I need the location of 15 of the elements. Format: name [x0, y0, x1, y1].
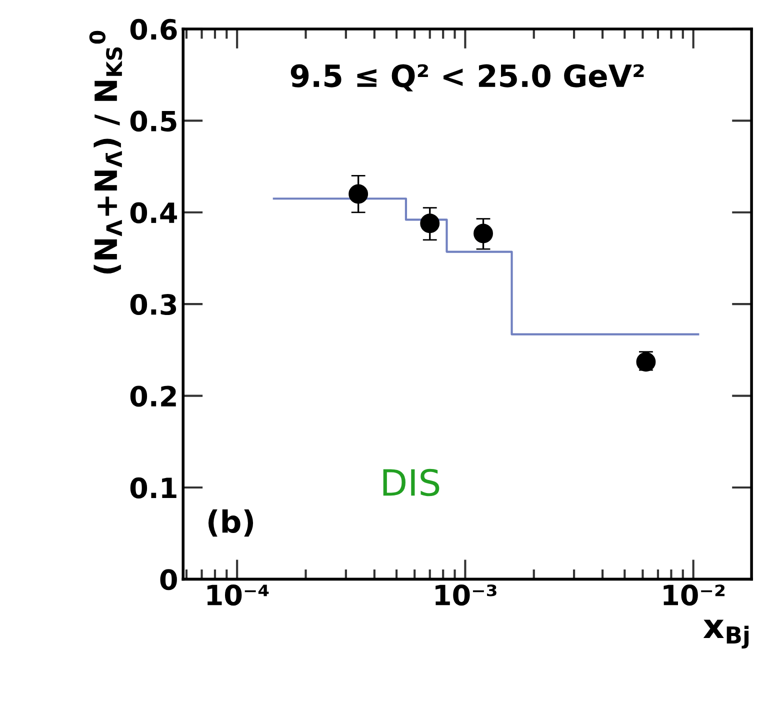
y-tick-label: 0.2: [130, 386, 176, 407]
y-tick-label: 0.3: [130, 294, 176, 316]
annotation: 9.5 ≤ Q² < 25.0 GeV²: [290, 64, 644, 92]
x-tick-label: 10⁻³: [436, 584, 496, 606]
x-axis-title: x$_{Bj}$: [703, 620, 749, 648]
y-tick-label: 0.6: [130, 18, 177, 40]
x-tick-label: 10⁻⁴: [207, 584, 269, 606]
y-tick-label: 0.5: [130, 110, 176, 132]
y-axis-title: (N$_{Λ}$+N$_{Λ̄}$) / N$_{KS}$$^{0}$: [89, 30, 122, 274]
y-tick-label: 0.4: [130, 202, 177, 224]
annotation: (b): [208, 509, 254, 537]
y-tick-label: 0.1: [130, 477, 176, 498]
annotation: DIS: [383, 468, 440, 496]
y-tick-label: 0: [160, 569, 177, 590]
x-tick-label: 10⁻²: [664, 584, 725, 606]
